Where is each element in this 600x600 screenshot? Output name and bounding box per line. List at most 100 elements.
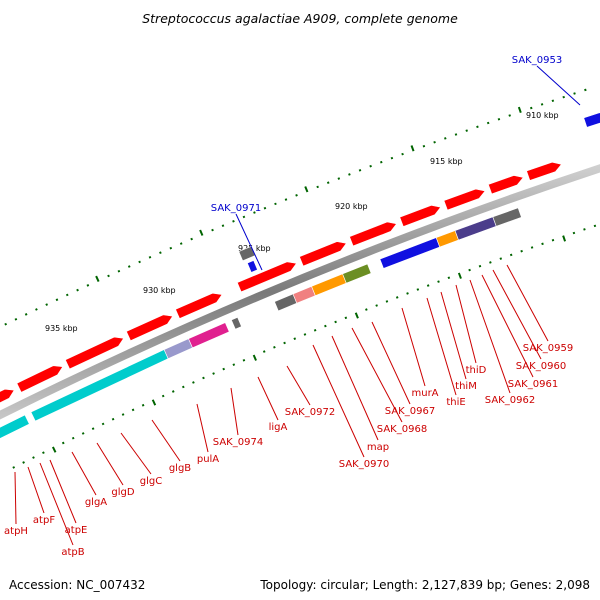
reverse-gene-grey <box>230 316 242 330</box>
label-leader-line <box>257 376 279 421</box>
label-leader-line <box>151 419 181 462</box>
gene-label-SAK_0974: SAK_0974 <box>213 437 263 448</box>
label-leader-line <box>371 321 411 405</box>
label-leader-line <box>492 269 542 360</box>
tick-mark-inner <box>375 304 378 307</box>
tick-mark-inner <box>202 376 205 380</box>
label-leader-line <box>49 459 77 524</box>
tick-mark-inner <box>51 446 57 453</box>
label-leader-line <box>14 471 17 525</box>
tick-mark-inner <box>562 235 567 242</box>
tick-mark-outer <box>211 228 214 232</box>
label-leader-line <box>331 335 379 441</box>
tick-mark-outer <box>232 219 235 223</box>
tick-mark-inner <box>572 231 576 235</box>
tick-mark-inner <box>324 324 327 328</box>
gene-label-SAK_0971: SAK_0971 <box>211 203 261 214</box>
tick-mark-outer <box>562 95 565 99</box>
tick-mark-inner <box>520 249 523 253</box>
label-leader-line <box>39 462 74 546</box>
tick-mark-inner <box>283 341 286 345</box>
tick-mark-outer <box>199 229 204 236</box>
tick-mark-outer <box>295 194 298 197</box>
label-leader-line <box>120 432 152 475</box>
tick-mark-outer <box>45 303 49 306</box>
tick-mark-inner <box>131 408 135 412</box>
tick-mark-outer <box>138 260 141 264</box>
tick-mark-outer <box>517 106 522 114</box>
gene-label-map: map <box>367 442 389 453</box>
tick-label-930kbp: 930 kbp <box>143 286 176 295</box>
tick-mark-inner <box>468 268 471 272</box>
tick-mark-outer <box>86 284 90 287</box>
tick-mark-inner <box>91 427 95 430</box>
tick-mark-outer <box>379 160 383 164</box>
tick-mark-inner <box>242 358 246 362</box>
forward-gene-arrow <box>399 204 442 227</box>
forward-gene-arrow <box>126 314 174 341</box>
tick-mark-outer <box>117 269 121 273</box>
tick-mark-inner <box>416 288 420 291</box>
tick-mark-outer <box>410 145 415 152</box>
tick-marks-outer <box>4 88 587 326</box>
gene-label-glgB: glgB <box>169 463 191 474</box>
tick-mark-outer <box>35 308 38 311</box>
gene-label-SAK_0962: SAK_0962 <box>485 395 535 406</box>
tick-mark-inner <box>365 308 368 311</box>
tick-mark-inner <box>121 413 125 416</box>
tick-mark-inner <box>192 381 195 384</box>
label-leader-line <box>426 297 457 396</box>
genome-summary-text: Topology: circular; Length: 2,127,839 bp… <box>260 578 590 592</box>
reverse-gene-orange <box>435 230 459 248</box>
tick-mark-inner <box>111 417 115 421</box>
tick-mark-inner <box>161 394 165 398</box>
tick-mark-outer <box>179 242 183 245</box>
tick-mark-outer <box>551 99 555 102</box>
tick-mark-outer <box>4 322 8 326</box>
tick-label-915kbp: 915 kbp <box>430 157 463 166</box>
label-leader-line <box>481 274 534 378</box>
gene-label-atpF: atpF <box>33 515 55 526</box>
tick-mark-outer <box>486 121 490 125</box>
tick-marks-inner <box>12 224 597 469</box>
tick-mark-outer <box>242 215 246 219</box>
gene-label-SAK_0959: SAK_0959 <box>523 343 573 354</box>
tick-mark-inner <box>61 441 65 445</box>
tick-mark-inner <box>181 385 185 389</box>
gene-SAK_0971-arrow <box>246 260 258 273</box>
tick-mark-inner <box>212 372 215 375</box>
gene-label-SAK_0970: SAK_0970 <box>339 459 389 470</box>
tick-mark-outer <box>433 140 436 144</box>
tick-mark-outer <box>529 106 533 110</box>
gene-label-atpE: atpE <box>65 525 88 536</box>
tick-mark-outer <box>263 206 267 210</box>
tick-mark-outer <box>369 164 372 168</box>
tick-mark-inner <box>293 337 297 341</box>
tick-mark-inner <box>457 272 462 279</box>
tick-mark-inner <box>541 242 544 246</box>
gene-label-SAK_0960: SAK_0960 <box>516 361 566 372</box>
tick-mark-outer <box>159 251 162 255</box>
tick-mark-outer <box>573 92 576 95</box>
tick-mark-inner <box>437 280 440 283</box>
tick-mark-inner <box>499 257 503 260</box>
tick-mark-inner <box>222 367 226 371</box>
label-leader-line <box>536 65 581 106</box>
tick-mark-inner <box>426 284 430 287</box>
tick-mark-outer <box>274 202 277 206</box>
tick-mark-outer <box>465 129 468 132</box>
tick-mark-inner <box>232 363 236 366</box>
tick-mark-outer <box>316 185 319 189</box>
tick-mark-inner <box>334 320 337 324</box>
tick-mark-outer <box>253 211 256 214</box>
gene-SAK_0953 <box>583 112 600 128</box>
tick-mark-inner <box>141 403 145 407</box>
tick-mark-inner <box>22 461 25 464</box>
gene-label-glgA: glgA <box>85 497 107 508</box>
reverse-gene-magenta <box>188 322 230 349</box>
gene-label-pulA: pulA <box>197 454 219 465</box>
label-leader-line <box>96 442 124 486</box>
gene-label-glgD: glgD <box>111 487 134 498</box>
